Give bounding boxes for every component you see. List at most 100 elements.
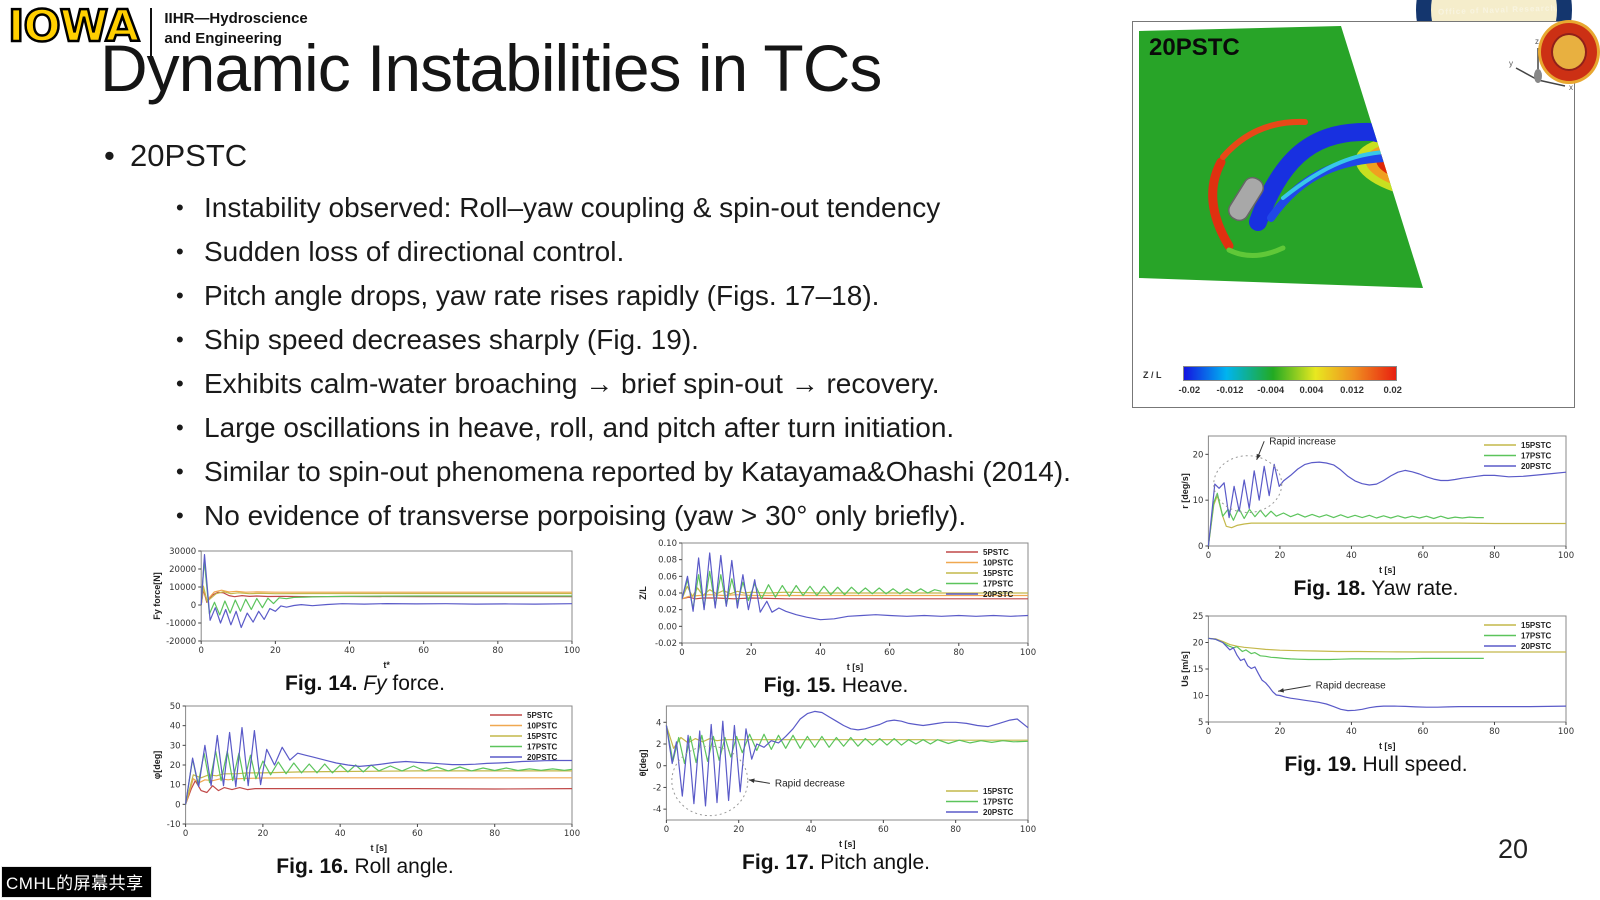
bullet-item: Large oscillations in heave, roll, and p… bbox=[172, 411, 1170, 444]
fig17-caption: Fig. 17. Pitch angle. bbox=[742, 851, 930, 874]
fig18-chart: 0 10 20 0 20 40 60 80 100 t [s] r [deg/s] 15PSTC 17P… bbox=[1178, 430, 1574, 576]
svg-text:20: 20 bbox=[1275, 727, 1286, 737]
department-line1: IIHR—Hydroscience bbox=[164, 10, 308, 27]
svg-text:0: 0 bbox=[656, 762, 661, 772]
axis-y-label: y bbox=[1509, 59, 1513, 68]
fig17-chart: -4 -2 0 2 4 0 20 40 60 80 100 t [s] θ[deg] 15PSTC 17PS… bbox=[636, 700, 1036, 850]
header-brand: IOWA IIHR—Hydroscience and Engineering bbox=[7, 3, 308, 56]
svg-text:0: 0 bbox=[1206, 727, 1211, 737]
svg-text:15PSTC: 15PSTC bbox=[1521, 621, 1551, 630]
bullet-item: Pitch angle drops, yaw rate rises rapidl… bbox=[172, 279, 1170, 312]
axes-glyph-icon bbox=[1515, 48, 1566, 87]
svg-text:40: 40 bbox=[806, 825, 817, 835]
fig16-chart: -10 0 10 20 30 40 50 0 20 40 60 80 100 t [s] φ[deg] 5PS… bbox=[150, 700, 580, 854]
svg-text:10PSTC: 10PSTC bbox=[527, 722, 557, 731]
free-surface bbox=[1139, 26, 1423, 288]
svg-text:20: 20 bbox=[270, 646, 281, 656]
svg-text:60: 60 bbox=[418, 646, 429, 656]
svg-text:80: 80 bbox=[1489, 727, 1500, 737]
axis-x-label: x bbox=[1569, 83, 1573, 92]
colorbar-ticks: -0.02 -0.012 -0.004 0.004 0.012 0.02 bbox=[1178, 385, 1402, 396]
page-title: Dynamic Instabilities in TCs bbox=[100, 31, 882, 105]
bullet-sublist: Instability observed: Roll–yaw coupling … bbox=[172, 191, 1170, 532]
svg-text:15PSTC: 15PSTC bbox=[983, 569, 1013, 578]
svg-text:15PSTC: 15PSTC bbox=[983, 787, 1013, 796]
svg-text:60: 60 bbox=[878, 825, 889, 835]
svg-text:10: 10 bbox=[1193, 496, 1204, 506]
bullet-item: Similar to spin-out phenomena reported b… bbox=[172, 455, 1170, 488]
svg-text:-2: -2 bbox=[653, 783, 661, 793]
bullet-item: No evidence of transverse porpoising (ya… bbox=[172, 499, 1170, 532]
svg-text:-4: -4 bbox=[653, 805, 661, 815]
svg-text:10000: 10000 bbox=[169, 583, 196, 593]
svg-text:2: 2 bbox=[656, 740, 661, 750]
screen-share-badge: CMHL的屏幕共享 bbox=[1, 866, 152, 898]
svg-text:0.08: 0.08 bbox=[658, 556, 677, 566]
svg-text:t*: t* bbox=[383, 660, 390, 670]
svg-text:0: 0 bbox=[1198, 542, 1203, 552]
cfd-visualization-panel: 20PSTC bbox=[1132, 21, 1575, 408]
navy-seal-icon bbox=[1538, 20, 1600, 84]
svg-text:θ[deg]: θ[deg] bbox=[638, 750, 648, 777]
svg-text:0.10: 0.10 bbox=[658, 539, 677, 549]
svg-text:5PSTC: 5PSTC bbox=[527, 711, 553, 720]
svg-text:100: 100 bbox=[564, 646, 580, 656]
svg-text:20: 20 bbox=[1193, 450, 1204, 460]
svg-text:t [s]: t [s] bbox=[1379, 565, 1396, 575]
svg-text:100: 100 bbox=[1558, 551, 1574, 561]
colorbar-gradient bbox=[1183, 366, 1397, 381]
svg-text:40: 40 bbox=[1346, 551, 1357, 561]
department-line2: and Engineering bbox=[164, 29, 282, 47]
fig15-caption: Fig. 15. Heave. bbox=[763, 674, 909, 697]
svg-text:Fy force[N]: Fy force[N] bbox=[152, 572, 162, 620]
svg-text:0: 0 bbox=[679, 648, 684, 658]
svg-text:60: 60 bbox=[1418, 727, 1429, 737]
svg-text:80: 80 bbox=[489, 829, 500, 839]
svg-text:0.04: 0.04 bbox=[658, 589, 677, 599]
svg-text:17PSTC: 17PSTC bbox=[983, 798, 1013, 807]
svg-text:20PSTC: 20PSTC bbox=[983, 808, 1013, 817]
svg-text:Us [m/s]: Us [m/s] bbox=[1180, 651, 1190, 687]
cfd-case-label: 20PSTC bbox=[1149, 34, 1240, 61]
svg-text:10: 10 bbox=[170, 781, 181, 791]
fig16-caption: Fig. 16. Roll angle. bbox=[276, 855, 454, 878]
svg-text:Z/L: Z/L bbox=[638, 586, 648, 600]
svg-text:20PSTC: 20PSTC bbox=[1521, 642, 1551, 651]
wake-red-crescent bbox=[1208, 157, 1234, 251]
fig19-caption: Fig. 19. Hull speed. bbox=[1284, 753, 1468, 776]
svg-text:40: 40 bbox=[170, 722, 181, 732]
svg-text:t [s]: t [s] bbox=[371, 843, 388, 853]
svg-text:10: 10 bbox=[1193, 692, 1204, 702]
fig18-caption: Fig. 18. Yaw rate. bbox=[1293, 577, 1459, 600]
fig14-caption: Fig. 14. Fy force. bbox=[285, 672, 445, 695]
fig14-chart: -20000 -10000 0 10000 20000 30000 0 20 40 60 80 100… bbox=[150, 545, 580, 671]
svg-text:4: 4 bbox=[656, 718, 661, 728]
svg-text:20: 20 bbox=[733, 825, 744, 835]
svg-text:17PSTC: 17PSTC bbox=[527, 743, 557, 752]
department-name: IIHR—Hydroscience and Engineering bbox=[164, 6, 307, 48]
svg-text:20PSTC: 20PSTC bbox=[527, 753, 557, 762]
fig15-chart: -0.02 0.00 0.02 0.04 0.06 0.08 0.10 0 20 40 60 80 10… bbox=[636, 537, 1036, 673]
svg-text:60: 60 bbox=[884, 648, 895, 658]
svg-text:100: 100 bbox=[1020, 825, 1036, 835]
svg-text:17PSTC: 17PSTC bbox=[1521, 632, 1551, 641]
svg-text:15PSTC: 15PSTC bbox=[1521, 441, 1551, 450]
wake-blue-band bbox=[1249, 122, 1414, 231]
svg-text:t [s]: t [s] bbox=[847, 662, 864, 672]
bullet-item: Sudden loss of directional control. bbox=[172, 235, 1170, 268]
svg-text:0.02: 0.02 bbox=[658, 606, 677, 616]
svg-text:25: 25 bbox=[1193, 612, 1204, 622]
colorbar-label: Z / L bbox=[1143, 370, 1162, 380]
axis-z-label: z bbox=[1535, 37, 1539, 46]
svg-text:-20000: -20000 bbox=[166, 637, 196, 647]
bullet-item: Ship speed decreases sharply (Fig. 19). bbox=[172, 323, 1170, 356]
svg-text:40: 40 bbox=[1346, 727, 1357, 737]
svg-text:5PSTC: 5PSTC bbox=[983, 548, 1009, 557]
svg-text:20000: 20000 bbox=[169, 565, 196, 575]
cfd-free-surface-image: z y x bbox=[1139, 26, 1573, 288]
bullet-list: 20PSTC Instability observed: Roll–yaw co… bbox=[100, 138, 1170, 543]
svg-text:80: 80 bbox=[492, 646, 503, 656]
svg-text:50: 50 bbox=[170, 702, 181, 712]
svg-text:0.00: 0.00 bbox=[658, 622, 677, 632]
